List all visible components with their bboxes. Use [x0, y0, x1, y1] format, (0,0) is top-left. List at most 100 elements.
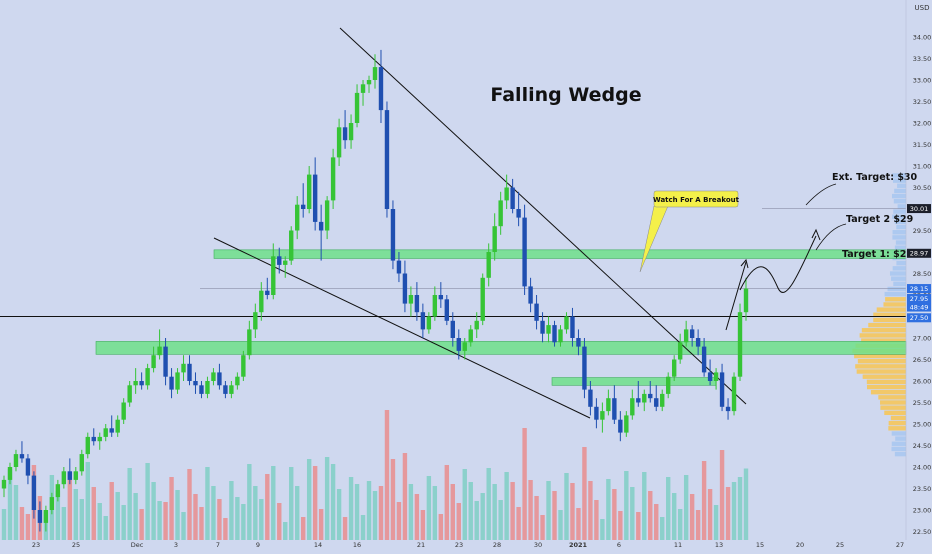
projection-path [739, 235, 817, 293]
candle-body [725, 406, 731, 412]
volume-bar [133, 493, 138, 540]
volume-profile-bar [861, 338, 906, 343]
volume-profile-bar [861, 328, 906, 333]
candle-body [378, 67, 384, 111]
volume-bar [642, 472, 647, 540]
volume-bar [127, 468, 132, 540]
volume-bar [492, 484, 497, 540]
target-label-2: Target 2 $29 [846, 214, 913, 225]
volume-profile-bar [891, 276, 906, 281]
volume-bar [570, 483, 575, 540]
candle-body [582, 346, 587, 390]
candle-body [695, 338, 701, 347]
y-tick-label: 28.50 [913, 270, 932, 278]
candle-body [480, 277, 485, 321]
candle-body [504, 187, 509, 201]
chart-title: Falling Wedge [490, 84, 641, 106]
y-tick-label: 25.50 [913, 399, 932, 407]
candle-body [390, 209, 396, 261]
volume-bar [19, 507, 25, 540]
volume-bar [582, 447, 587, 540]
support-zone-3 [551, 377, 717, 386]
volume-profile-bar [868, 322, 906, 328]
volume-bar [737, 477, 743, 540]
candle-body [600, 411, 605, 420]
volume-bar [630, 487, 635, 540]
x-tick-label: 25 [836, 541, 844, 549]
candle-body [103, 428, 108, 437]
x-tick-label: 15 [756, 541, 764, 549]
volume-bar [354, 484, 360, 540]
candle-body [564, 316, 569, 330]
candle-body [534, 303, 539, 321]
volume-bar [648, 491, 653, 540]
candle-body [588, 389, 593, 407]
volume-bar [97, 503, 102, 540]
candle-body [67, 471, 73, 480]
volume-profile-bar [890, 415, 906, 421]
volume-profile-bar [893, 281, 906, 287]
y-tick-label: 26.50 [913, 356, 932, 364]
volume-profile-bar [893, 209, 906, 214]
volume-bar [193, 494, 198, 540]
volume-bar [145, 463, 150, 540]
candle-body [295, 204, 300, 231]
x-tick-label: 23 [455, 541, 463, 549]
volume-profile-bar [894, 451, 906, 457]
candle-body [324, 200, 330, 231]
volume-bar [636, 512, 641, 540]
volume-profile-bar [892, 173, 906, 178]
volume-bar [277, 503, 282, 540]
volume-bar [223, 518, 228, 540]
candle-body [707, 372, 713, 381]
price-badge-label: 27.50 [910, 314, 929, 322]
y-tick-label: 23.50 [913, 485, 932, 493]
y-tick-label: 34.00 [913, 34, 932, 42]
volume-bar [181, 512, 186, 540]
y-tick-label: 23.00 [913, 507, 932, 515]
candle-body [384, 110, 390, 209]
x-tick-label: 7 [216, 541, 220, 549]
volume-bar [139, 509, 144, 540]
candle-body [444, 299, 450, 321]
volume-profile-bar [894, 188, 906, 194]
volume-bar [426, 476, 432, 540]
candle-body [211, 372, 216, 381]
volume-bar [719, 450, 725, 540]
volume-bar [701, 461, 707, 540]
volume-bar [689, 494, 695, 540]
candle-body [510, 187, 515, 209]
candle-body [151, 355, 156, 369]
price-badge-label: 30.01 [910, 205, 929, 213]
volume-bar [450, 484, 455, 540]
volume-profile-bar [895, 436, 906, 441]
candle-body [576, 338, 581, 347]
volume-bar [444, 465, 450, 540]
volume-bar [330, 464, 336, 540]
wedge-lower-line [213, 237, 591, 419]
volume-bar [504, 472, 509, 540]
candle-body [456, 338, 461, 351]
candle-body [522, 217, 527, 287]
volume-profile-bar [896, 224, 906, 230]
candle-body [283, 260, 288, 265]
volume-profile-bar [880, 405, 906, 410]
volume-profile-bar [884, 291, 906, 297]
candle-body [229, 385, 234, 394]
volume-bar [318, 509, 324, 540]
volume-profile-bar [855, 364, 906, 369]
target-label-3: Target 1: $28 [842, 249, 913, 260]
price-badge [907, 284, 931, 294]
volume-bar [396, 502, 402, 540]
y-tick-label: 25.00 [913, 421, 932, 429]
candle-body [408, 295, 414, 304]
volume-bar [25, 514, 31, 540]
volume-bar [468, 482, 473, 540]
volume-profile-bar [866, 379, 906, 385]
volume-bar [259, 499, 264, 540]
volume-profile-bar [891, 441, 906, 446]
volume-bar [13, 485, 19, 540]
candle-body [552, 325, 557, 343]
x-tick-label: 14 [314, 541, 322, 549]
candle-body [205, 381, 210, 394]
